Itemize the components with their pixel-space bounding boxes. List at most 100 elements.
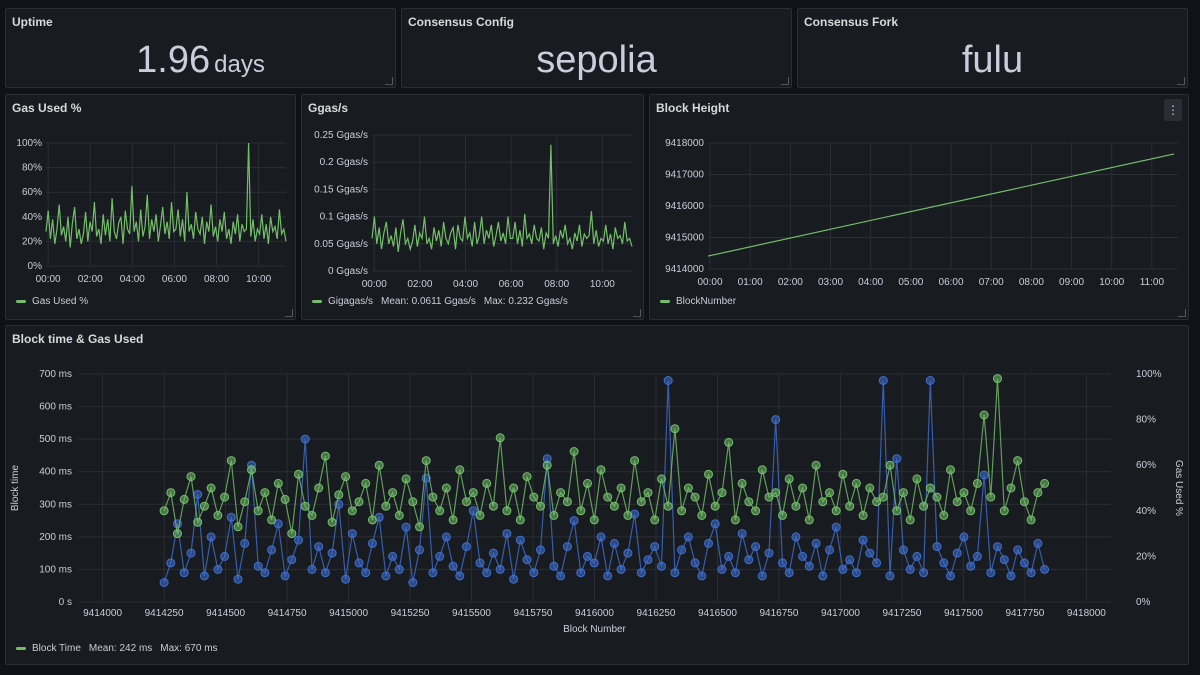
gas-used-point [583,478,592,488]
ggas-panel[interactable]: Ggas/s 0 Ggas/s 0.05 Ggas/s 0.1 Ggas/s 0.15… [301,94,644,320]
gas-used-panel[interactable]: Gas Used % 0% 20% 40% 60% 80% 100% 00:00 02:00 0… [5,94,296,320]
y-tick-label: 40% [22,212,42,223]
y-tick-label: 0.1 Ggas/s [320,212,368,223]
gas-used-point [932,492,942,502]
gas-used-point [199,501,209,511]
resize-handle-icon[interactable] [285,309,293,317]
x-tick-label: 07:00 [979,277,1004,288]
block-time-point [751,542,761,552]
gas-used-point [939,510,949,520]
gas-used-point [898,488,908,498]
ggas-legend[interactable]: Gigagas/s Mean: 0.0611 Ggas/s Max: 0.232… [312,296,568,307]
gas-used-point [529,492,539,502]
block-height-panel[interactable]: Block Height ⋮ 9414000 9415000 9416000 9417… [649,94,1189,320]
x-tick-label: 10:00 [590,279,615,290]
block-time-point [300,434,310,444]
x-tick-label: 9416250 [637,608,676,619]
y-tick-label: 200 ms [39,532,72,543]
block-height-title: Block Height [656,101,730,115]
x-tick-label: 10:00 [1099,277,1124,288]
legend-label: Gas Used % [32,296,89,307]
gas-used-point [878,492,888,502]
block-time-point [939,558,949,568]
block-time-point [811,538,821,548]
gas-used-point [1033,488,1043,498]
block-time-point [959,532,969,542]
block-time-point [354,558,364,568]
gas-used-chart: 0% 20% 40% 60% 80% 100% 00:00 02:00 04:00 06:00 08… [16,138,287,285]
block-time-point [327,548,337,558]
gas-used-point [959,488,969,498]
consensus-fork-title: Consensus Fork [804,15,899,29]
gas-used-point [367,515,377,525]
block-time-point [529,568,539,578]
block-time-point [710,519,720,529]
block-time-point [784,568,794,578]
consensus-config-panel[interactable]: Consensus Config sepolia [401,8,792,88]
y-tick-label: 300 ms [39,499,72,510]
y-tick-label: 0.25 Ggas/s [314,130,368,141]
block-time-point [764,548,774,558]
gas-used-point [1019,497,1029,507]
gas-used-point [361,478,371,488]
resize-handle-icon[interactable] [1178,309,1186,317]
block-time-point [650,542,660,552]
gas-used-point [1026,515,1036,525]
block-time-point [898,545,908,555]
gas-used-point [865,483,875,493]
kebab-menu-icon[interactable]: ⋮ [1164,99,1182,121]
resize-handle-icon[interactable] [633,309,641,317]
gas-used-point [253,506,263,516]
block-time-point [1019,558,1029,568]
block-time-point [589,558,599,568]
y-tick-label: 9416000 [665,201,704,212]
consensus-fork-panel[interactable]: Consensus Fork fulu [797,8,1188,88]
x-tick-label: 9417750 [1005,608,1044,619]
gas-used-point [233,522,243,532]
block-time-point [569,516,579,526]
x-tick-label: 08:00 [1019,277,1044,288]
x-tick-label: 02:00 [78,274,103,285]
uptime-title: Uptime [12,15,53,29]
block-time-point [408,578,418,587]
block-time-legend[interactable]: Block Time Mean: 242 ms Max: 670 ms [16,643,218,654]
block-time-point [415,545,424,555]
block-height-legend[interactable]: BlockNumber [660,296,736,307]
block-time-point [636,568,646,578]
block-time-panel[interactable]: Block time & Gas Used 0 s 100 ms 200 ms 300… [5,325,1189,665]
resize-handle-icon[interactable] [385,77,393,85]
block-time-point [643,555,653,565]
y2-axis-label: Gas Used % [1173,460,1184,516]
y-tick-label: 0% [28,261,43,272]
gas-used-point [690,492,700,502]
block-time-point [287,555,297,565]
gas-used-point [972,478,982,488]
block-time-point [549,561,559,571]
block-time-point [233,574,243,584]
uptime-panel[interactable]: Uptime 1.96 days [5,8,396,88]
gas-used-point [730,515,740,525]
gas-used-title: Gas Used % [12,101,82,115]
x-tick-label: 06:00 [162,274,187,285]
series-line [707,153,1175,257]
gas-used-line [163,378,1046,534]
gas-used-point [751,506,761,516]
block-time-point [583,551,592,561]
gas-used-legend[interactable]: Gas Used % [16,296,88,307]
resize-handle-icon[interactable] [781,77,789,85]
legend-swatch [16,300,26,303]
gas-used-point [347,506,357,516]
resize-handle-icon[interactable] [1177,77,1185,85]
block-time-point [972,551,982,561]
gas-used-point [468,488,478,498]
gas-used-point [320,451,330,461]
gas-used-point [623,510,633,520]
block-time-point [798,551,808,561]
x-tick-label: 9415500 [452,608,491,619]
block-time-point [1006,571,1016,581]
y2-tick-label: 20% [1136,551,1156,562]
y2-tick-label: 60% [1136,460,1156,471]
gas-used-point [724,437,734,447]
gas-used-point [341,472,351,482]
gas-used-point [636,497,646,507]
